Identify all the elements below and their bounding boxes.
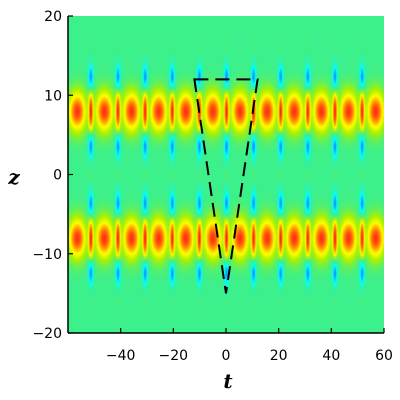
y-ticks: 20 10 0 −10 −20 — [32, 9, 73, 342]
plot-area — [68, 16, 384, 333]
x-tick-label: 20 — [270, 348, 288, 364]
x-tick-label: 40 — [322, 348, 340, 364]
y-tick-label: −10 — [32, 247, 62, 263]
x-ticks: −40 −20 0 20 40 60 — [106, 328, 393, 364]
y-tick-label: 20 — [44, 9, 62, 25]
y-tick-label: 10 — [44, 88, 62, 104]
x-tick-label: −20 — [159, 348, 189, 364]
axes: −40 −20 0 20 40 60 20 10 0 −10 −20 — [32, 9, 392, 364]
dashed-triangle-annotation — [193, 78, 259, 294]
heatmap-image — [68, 16, 384, 333]
y-tick-label: −20 — [32, 326, 62, 342]
x-tick-label: −40 — [106, 348, 136, 364]
x-tick-label: 60 — [375, 348, 393, 364]
x-tick-label: 0 — [222, 348, 231, 364]
y-axis-label: z — [7, 165, 20, 189]
y-tick-label: 0 — [53, 168, 62, 184]
x-axis-label: t — [223, 369, 233, 393]
